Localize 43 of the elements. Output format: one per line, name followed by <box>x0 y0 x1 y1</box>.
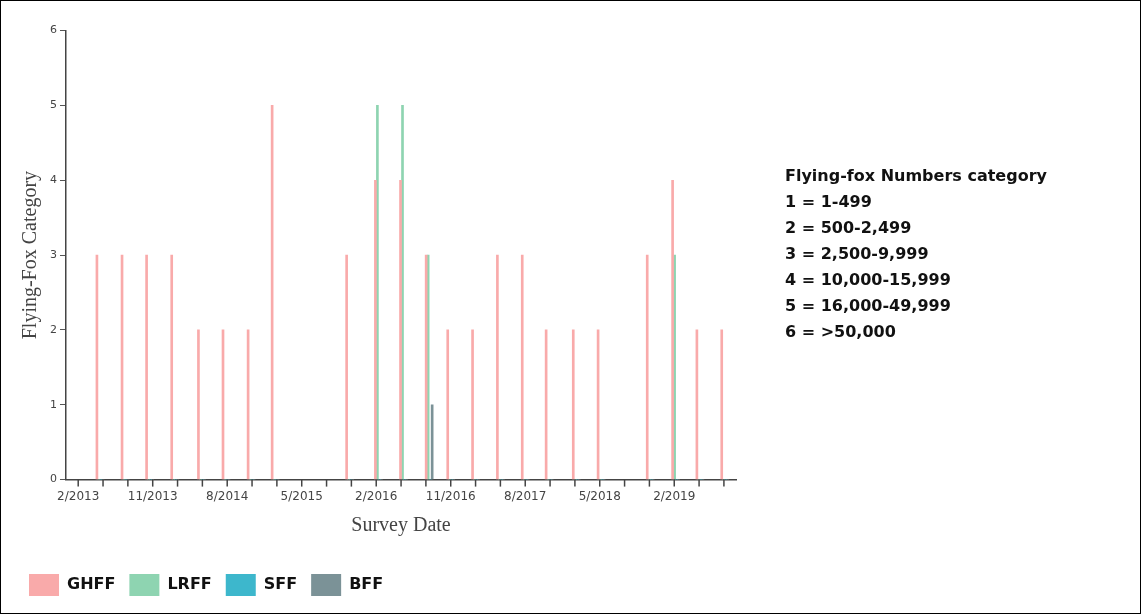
bar <box>671 179 674 480</box>
x-tick-label: 5/2018 <box>578 488 621 503</box>
bar <box>446 329 450 480</box>
bar <box>571 329 575 480</box>
text: Flying-fox Numbers category <box>785 165 1047 187</box>
y-tick-label: 4 <box>50 173 57 187</box>
text: 1 = 1-499 <box>785 191 873 213</box>
bar <box>720 329 724 480</box>
bar <box>471 329 474 480</box>
x-tick-label: 11/2016 <box>425 488 476 503</box>
y-tick-label: 1 <box>50 397 57 411</box>
y-tick-label: 0 <box>50 472 57 486</box>
bar <box>145 254 148 480</box>
legend-label: LRFF <box>167 574 212 594</box>
bar <box>645 254 649 480</box>
x-tick-label: 8/2014 <box>206 488 249 503</box>
legend-label: BFF <box>349 574 384 594</box>
bar <box>520 254 524 480</box>
x-axis-title: Survey Date <box>351 513 451 537</box>
x-tick-label: 5/2015 <box>280 488 323 503</box>
bar <box>374 179 377 480</box>
legend-label: SFF <box>263 574 298 594</box>
y-tick-label: 3 <box>50 247 57 261</box>
bar <box>399 179 402 480</box>
y-tick-label: 6 <box>50 23 57 37</box>
y-tick-label: 5 <box>50 98 57 112</box>
bar <box>197 329 200 480</box>
bar <box>170 254 174 480</box>
bar <box>345 254 348 480</box>
text: 2 = 500-2,499 <box>785 217 913 239</box>
x-tick-label: 2/2019 <box>653 488 696 503</box>
text: 6 = >50,000 <box>785 321 897 343</box>
text: 3 = 2,500-9,999 <box>785 243 930 265</box>
y-tick-label: 2 <box>50 322 57 336</box>
y-axis-title: Flying-Fox Category <box>18 170 42 340</box>
x-tick-label: 11/2013 <box>127 488 178 503</box>
bar <box>496 254 499 480</box>
x-tick-label: 2/2016 <box>355 488 398 503</box>
x-tick-label: 2/2013 <box>57 488 100 503</box>
x-tick-label: 8/2017 <box>504 488 547 503</box>
legend-label: GHFF <box>67 574 116 594</box>
text: 5 = 16,000-49,999 <box>785 295 952 317</box>
text: 4 = 10,000-15,999 <box>785 269 952 291</box>
